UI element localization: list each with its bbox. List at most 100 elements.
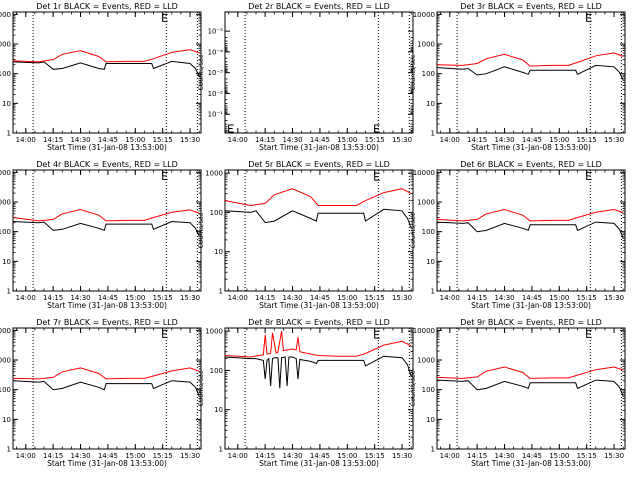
- x-tick-label: 15:15: [577, 136, 597, 144]
- y-tick-label: 10000: [0, 11, 11, 19]
- bracket-marker: [162, 329, 168, 338]
- y-axis-label: Counts/sec: [197, 54, 205, 90]
- x-tick-label: 14:45: [98, 294, 118, 302]
- chart-panel-8: Det 8r BLACK = Events, RED = LLD 1 10 100 10…: [197, 318, 414, 468]
- chart-panel-7: Det 7r BLACK = Events, RED = LLD 1 10 100 10…: [0, 318, 202, 468]
- events-series-line: [12, 220, 200, 237]
- x-tick-label: 15:00: [549, 136, 569, 144]
- lld-series-line: [224, 331, 412, 358]
- y-tick-label: 10: [214, 248, 223, 256]
- y-tick-label: 100: [422, 386, 435, 394]
- x-tick-label: 15:15: [153, 294, 173, 302]
- x-tick-label: 14:45: [98, 136, 118, 144]
- bracket-marker: [162, 171, 168, 180]
- x-tick-label: 15:15: [365, 294, 385, 302]
- chart-panel-2: Det 2r BLACK = Events, RED = LLD 10⁻⁵ 10⁻⁴…: [197, 2, 414, 152]
- y-tick-label: 1: [7, 288, 11, 296]
- chart-panel-3: Det 3r BLACK = Events, RED = LLD 1 10 100 10…: [409, 2, 626, 152]
- y-tick-label: 1000: [417, 41, 435, 49]
- lld-series-line: [436, 208, 624, 222]
- x-tick-label: 14:00: [16, 136, 36, 144]
- x-tick-label: 14:15: [467, 136, 487, 144]
- y-axis-label: Counts/sec: [409, 370, 417, 406]
- events-series-line: [224, 208, 412, 229]
- y-tick-label: 10⁻⁵: [208, 28, 224, 36]
- x-tick-label: 14:45: [522, 452, 542, 460]
- x-axis-label: Start Time (31-Jan-08 13:53:00): [259, 301, 379, 310]
- x-tick-label: 15:30: [180, 294, 200, 302]
- x-tick-label: 14:45: [310, 452, 330, 460]
- x-tick-label: 15:30: [392, 136, 412, 144]
- x-tick-label: 15:15: [153, 136, 173, 144]
- x-tick-label: 15:15: [153, 452, 173, 460]
- plot-frame: [436, 11, 626, 134]
- x-tick-label: 14:15: [43, 294, 63, 302]
- y-axis-label: Counts/sec: [409, 212, 417, 248]
- x-tick-label: 14:00: [16, 294, 36, 302]
- x-tick-label: 14:30: [494, 452, 514, 460]
- lld-series-line: [12, 367, 200, 380]
- bracket-marker: [586, 171, 592, 180]
- x-tick-label: 15:15: [577, 294, 597, 302]
- events-series-line: [12, 380, 200, 397]
- events-series-line: [436, 64, 624, 81]
- x-axis-label: Start Time (31-Jan-08 13:53:00): [471, 459, 591, 468]
- x-axis-label: Start Time (31-Jan-08 13:53:00): [47, 143, 167, 152]
- y-tick-label: 10000: [413, 327, 435, 335]
- y-tick-label: 10: [426, 416, 435, 424]
- x-tick-label: 14:00: [228, 136, 248, 144]
- bracket-marker: [228, 124, 234, 133]
- y-axis-label: Counts/sec: [197, 212, 205, 248]
- y-tick-label: 1000: [417, 357, 435, 365]
- y-tick-label: 1: [431, 130, 435, 138]
- x-tick-label: 14:15: [43, 136, 63, 144]
- x-tick-label: 14:30: [282, 294, 302, 302]
- y-tick-label: 1: [7, 130, 11, 138]
- y-tick-label: 10: [2, 258, 11, 266]
- x-tick-label: 15:00: [337, 294, 357, 302]
- x-tick-label: 14:00: [16, 452, 36, 460]
- x-tick-label: 14:15: [467, 294, 487, 302]
- x-tick-label: 14:45: [522, 136, 542, 144]
- x-tick-label: 14:30: [70, 294, 90, 302]
- x-tick-label: 15:15: [365, 136, 385, 144]
- y-tick-label: 100: [210, 209, 223, 217]
- x-tick-label: 14:45: [310, 136, 330, 144]
- chart-panel-4: Det 4r BLACK = Events, RED = LLD 1 10 100 10…: [0, 160, 202, 310]
- x-tick-label: 14:30: [494, 136, 514, 144]
- y-tick-label: 100: [0, 386, 11, 394]
- chart-title: Det 1r BLACK = Events, RED = LLD: [36, 2, 178, 11]
- y-tick-label: 100: [422, 228, 435, 236]
- x-tick-label: 15:30: [604, 294, 624, 302]
- y-tick-label: 10: [2, 100, 11, 108]
- y-tick-label: 10: [2, 416, 11, 424]
- x-tick-label: 15:15: [577, 452, 597, 460]
- y-tick-label: 1000: [0, 41, 11, 49]
- bracket-marker: [162, 13, 168, 22]
- chart-panel-9: Det 9r BLACK = Events, RED = LLD 1 10 100 10…: [409, 318, 626, 468]
- plot-frame: [12, 327, 202, 450]
- x-tick-label: 15:00: [125, 136, 145, 144]
- y-tick-label: 10⁻³: [208, 69, 224, 77]
- events-series-line: [224, 355, 412, 389]
- chart-title: Det 4r BLACK = Events, RED = LLD: [36, 160, 178, 169]
- events-series-line: [436, 221, 624, 239]
- x-tick-label: 14:45: [98, 452, 118, 460]
- x-axis-label: Start Time (31-Jan-08 13:53:00): [259, 459, 379, 468]
- y-tick-label: 10: [214, 406, 223, 414]
- y-tick-label: 10⁻²: [208, 90, 224, 98]
- x-tick-label: 15:00: [125, 294, 145, 302]
- x-tick-label: 14:00: [228, 452, 248, 460]
- lld-series-line: [12, 49, 200, 63]
- plot-frame: [436, 169, 626, 292]
- x-tick-label: 14:15: [255, 136, 275, 144]
- chart-title: Det 5r BLACK = Events, RED = LLD: [248, 160, 390, 169]
- y-tick-label: 10000: [0, 169, 11, 177]
- plot-frame: [436, 327, 626, 450]
- x-tick-label: 14:00: [440, 294, 460, 302]
- x-tick-label: 14:30: [70, 136, 90, 144]
- chart-title: Det 6r BLACK = Events, RED = LLD: [460, 160, 602, 169]
- chart-title: Det 8r BLACK = Events, RED = LLD: [248, 318, 390, 327]
- x-tick-label: 14:15: [467, 452, 487, 460]
